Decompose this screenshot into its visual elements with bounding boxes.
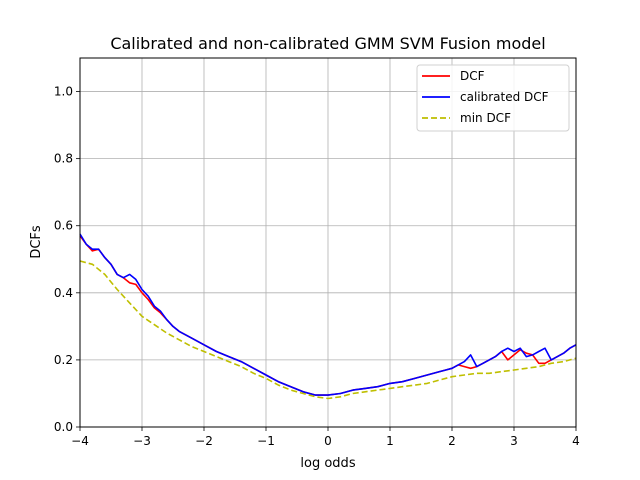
series-line-min-dcf bbox=[79, 260, 577, 400]
legend-label-calibrated-dcf: calibrated DCF bbox=[460, 90, 549, 104]
y-tick-label: 0.6 bbox=[54, 219, 73, 233]
series-line-calibrated-dcf bbox=[79, 233, 577, 396]
x-tick-label: 3 bbox=[510, 434, 518, 448]
x-tick-label: 1 bbox=[386, 434, 394, 448]
x-tick-label: −1 bbox=[257, 434, 275, 448]
x-tick-label: 0 bbox=[324, 434, 332, 448]
y-tick-label: 0.2 bbox=[54, 353, 73, 367]
y-tick-label: 0.4 bbox=[54, 286, 73, 300]
y-axis-label: DCFs bbox=[29, 225, 44, 259]
x-tick-label: 4 bbox=[572, 434, 580, 448]
x-axis-label: log odds bbox=[300, 456, 355, 471]
x-tick-label: 2 bbox=[448, 434, 456, 448]
x-tick-label: −3 bbox=[133, 434, 151, 448]
x-tick-label: −4 bbox=[71, 434, 89, 448]
x-tick-label: −2 bbox=[195, 434, 213, 448]
series-lines bbox=[79, 233, 577, 400]
chart-title: Calibrated and non-calibrated GMM SVM Fu… bbox=[110, 34, 545, 53]
legend: DCF calibrated DCF min DCF bbox=[416, 64, 570, 132]
axis-ticks: −4 −3 −2 −1 0 1 2 3 4 0.0 0.2 0.4 0.6 0.8 1.0 bbox=[54, 85, 580, 448]
y-tick-label: 0.8 bbox=[54, 152, 73, 166]
legend-box bbox=[416, 64, 570, 132]
legend-label-min-dcf: min DCF bbox=[460, 111, 511, 125]
legend-label-dcf: DCF bbox=[460, 69, 485, 83]
y-tick-label: 0.0 bbox=[54, 420, 73, 434]
y-tick-label: 1.0 bbox=[54, 85, 73, 99]
